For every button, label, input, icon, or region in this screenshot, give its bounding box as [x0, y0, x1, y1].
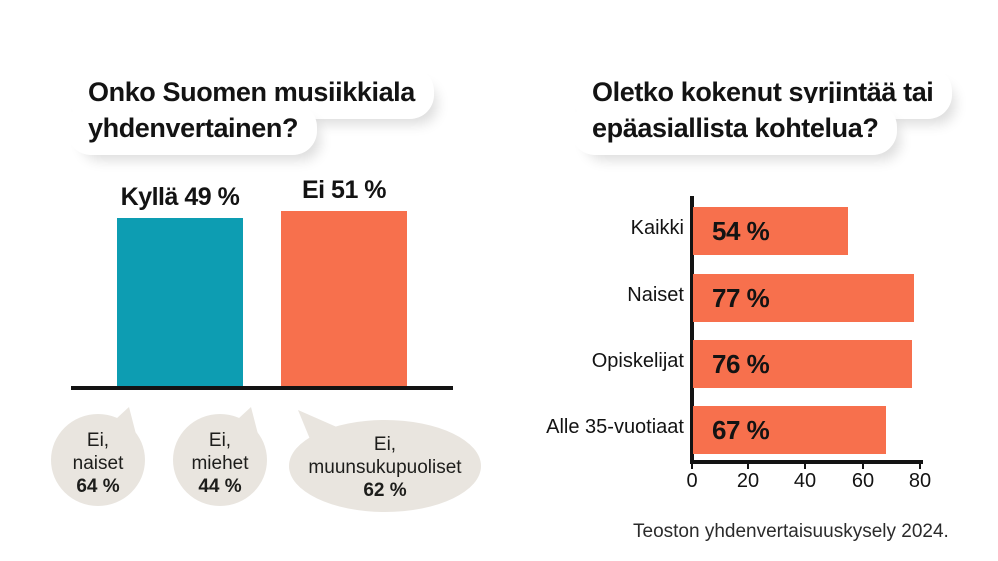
source-note: Teoston yhdenvertaisuuskysely 2024. [633, 521, 949, 542]
x-tick-label-20: 20 [736, 470, 760, 492]
bubble-value: 44 % [198, 475, 242, 497]
x-tick-20 [747, 460, 749, 469]
bar-kylla [117, 217, 243, 387]
hbar-naiset: 77 % [693, 274, 915, 322]
x-tick-label-60: 60 [851, 470, 875, 492]
bubble-line2: miehet [191, 452, 249, 474]
x-tick-0 [691, 460, 693, 469]
x-tick-80 [919, 460, 921, 469]
hbar-kaikki: 54 % [693, 207, 849, 255]
x-tick-label-40: 40 [793, 470, 817, 492]
hbar-alle35: 67 % [693, 406, 886, 454]
bar-label-kylla: Kyllä 49 % [120, 183, 240, 211]
x-tick-label-80: 80 [908, 470, 932, 492]
right-title-line1: Oletko kokenut syrjintää tai [580, 76, 944, 110]
hbar-opiskelijat: 76 % [693, 340, 912, 388]
hbar-value-alle35: 67 % [712, 414, 770, 445]
bubble-miehet: Ei, miehet 44 % [172, 404, 268, 508]
right-chart-title: Oletko kokenut syrjintää tai epäasiallis… [580, 76, 944, 148]
bubble-value: 64 % [76, 475, 120, 497]
left-chart-title: Onko Suomen musiikkiala yhdenvertainen? [76, 76, 425, 148]
y-axis-line [690, 196, 694, 464]
bar-label-ei: Ei 51 % [301, 176, 387, 204]
bubble-line2: naiset [72, 452, 124, 474]
bubble-naiset: Ei, naiset 64 % [50, 404, 146, 508]
bar-ei [281, 211, 407, 387]
left-title-line2: yhdenvertainen? [76, 112, 309, 146]
bubble-line1: Ei, [373, 433, 397, 455]
x-tick-40 [804, 460, 806, 469]
x-tick-60 [862, 460, 864, 469]
hbar-value-opiskelijat: 76 % [712, 348, 770, 379]
x-axis-line [690, 460, 923, 464]
bubble-line1: Ei, [86, 429, 110, 451]
bubble-muunsukupuoliset: Ei, muunsukupuoliset 62 % [287, 408, 483, 512]
speech-bubble-shape [289, 410, 481, 512]
x-tick-label-0: 0 [686, 470, 698, 492]
bubble-line1: Ei, [208, 429, 232, 451]
bubble-value: 62 % [363, 479, 407, 501]
category-label-opiskelijat: Opiskelijat [591, 350, 684, 372]
speech-bubble-shape [51, 407, 145, 506]
speech-bubble-shape [173, 407, 267, 506]
hbar-value-naiset: 77 % [712, 282, 770, 313]
category-label-kaikki: Kaikki [630, 217, 684, 239]
horizontal-bar-chart: 54 % 77 % 76 % 67 % 0 20 40 60 80 [686, 196, 950, 496]
left-title-line1: Onko Suomen musiikkiala [76, 76, 425, 110]
bubble-line2: muunsukupuoliset [308, 456, 462, 478]
hbar-value-kaikki: 54 % [712, 215, 770, 246]
left-chart-baseline [71, 386, 453, 390]
category-label-naiset: Naiset [627, 284, 684, 306]
right-title-line2: epäasiallista kohtelua? [580, 112, 889, 146]
category-label-alle35: Alle 35-vuotiaat [546, 416, 684, 438]
